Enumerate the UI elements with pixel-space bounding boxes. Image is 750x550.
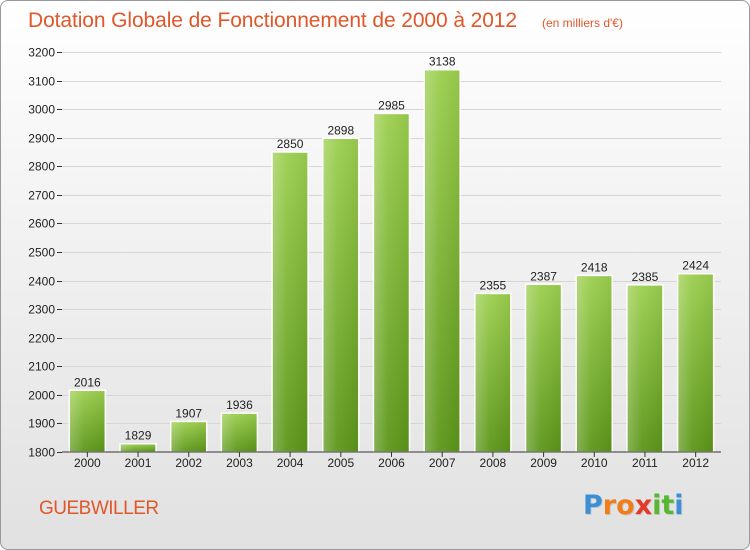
- x-tick-label-2010: 2010: [581, 456, 608, 470]
- bar-shine: [425, 70, 460, 452]
- value-label-2003: 1936: [226, 398, 253, 412]
- x-tick-label-2003: 2003: [226, 456, 253, 470]
- x-tick-label-2012: 2012: [682, 456, 709, 470]
- y-tick-label: 1900: [28, 417, 55, 431]
- logo-letter: t: [661, 490, 675, 521]
- y-tick-label: 2100: [28, 360, 55, 374]
- x-tick-label-2009: 2009: [530, 456, 557, 470]
- logo-letter: i: [674, 490, 684, 521]
- value-label-2008: 2355: [480, 278, 507, 292]
- value-label-2012: 2424: [682, 259, 709, 273]
- y-tick-label: 3000: [28, 103, 55, 117]
- bar-shine: [171, 422, 206, 452]
- value-label-2009: 2387: [530, 269, 557, 283]
- logo-letter: o: [616, 490, 635, 521]
- bar-shine: [70, 391, 105, 452]
- x-tick-label-2000: 2000: [74, 456, 101, 470]
- value-label-2000: 2016: [74, 375, 101, 389]
- y-tick-label: 2600: [28, 217, 55, 231]
- y-tick-label: 2900: [28, 132, 55, 146]
- logo-letter: r: [602, 490, 617, 521]
- y-tick-label: 3200: [28, 46, 55, 60]
- chart-title: Dotation Globale de Fonctionnement de 20…: [28, 9, 517, 32]
- y-tick-label: 2300: [28, 303, 55, 317]
- value-label-2006: 2985: [378, 98, 405, 112]
- y-tick-label: 2700: [28, 189, 55, 203]
- y-tick-label: 2200: [28, 332, 55, 346]
- logo-letter: x: [634, 490, 653, 521]
- bar-shine: [627, 285, 662, 452]
- x-tick-label-2001: 2001: [125, 456, 152, 470]
- bar-shine: [374, 114, 409, 452]
- value-labels: 2016 1829 1907 1936 2850 2898 2985 3138 2355 2387…: [74, 55, 709, 443]
- value-label-2002: 1907: [175, 406, 202, 420]
- x-tick-label-2004: 2004: [277, 456, 304, 470]
- value-label-2001: 1829: [125, 429, 152, 443]
- bar-shine: [678, 274, 713, 452]
- bar-shine: [121, 444, 156, 452]
- bar-shine: [475, 294, 510, 452]
- value-label-2007: 3138: [429, 55, 456, 69]
- bar-shine: [526, 285, 561, 452]
- logo-letter: i: [652, 490, 662, 521]
- x-tick-label-2007: 2007: [429, 456, 456, 470]
- y-tick-label: 3100: [28, 75, 55, 89]
- x-tick-label-2005: 2005: [327, 456, 354, 470]
- x-axis-ticks: 2000 2001 2002 2003 2004 2005 2006 2007 2008 2009…: [74, 452, 709, 470]
- x-tick-label-2002: 2002: [175, 456, 202, 470]
- city-name: GUEBWILLER: [39, 498, 159, 519]
- y-tick-label: 2400: [28, 275, 55, 289]
- value-label-2004: 2850: [277, 137, 304, 151]
- bar-shine: [323, 139, 358, 453]
- bar-shine: [222, 414, 257, 452]
- x-tick-label-2008: 2008: [480, 456, 507, 470]
- y-axis-ticks: 1800 1900 2000 2100 2200 2300 2400 2500 2600 2700…: [28, 46, 62, 460]
- value-label-2011: 2385: [632, 270, 659, 284]
- x-tick-label-2006: 2006: [378, 456, 405, 470]
- y-tick-label: 2800: [28, 160, 55, 174]
- bar-shine: [273, 153, 308, 452]
- value-label-2005: 2898: [327, 123, 354, 137]
- proxiti-logo: Proxiti: [583, 490, 684, 521]
- bars: [68, 68, 715, 453]
- chart-subtitle: (en milliers d'€): [542, 16, 623, 30]
- bar-shine: [577, 276, 612, 452]
- y-tick-label: 2500: [28, 246, 55, 260]
- value-label-2010: 2418: [581, 260, 608, 274]
- x-tick-label-2011: 2011: [632, 456, 658, 470]
- y-tick-label: 1800: [28, 446, 55, 460]
- logo-letter: P: [583, 490, 603, 521]
- y-tick-label: 2000: [28, 389, 55, 403]
